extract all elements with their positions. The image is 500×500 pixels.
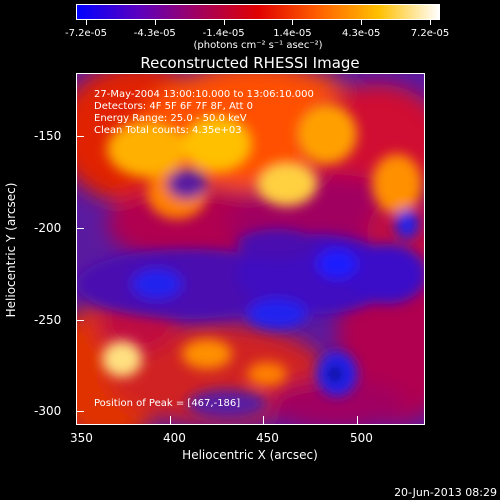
y-tick	[76, 136, 84, 137]
x-tick	[76, 416, 77, 424]
colorbar-tick-label: -1.4e-05	[202, 28, 245, 39]
colorbar-tick	[292, 20, 294, 25]
y-tick-label: -250	[34, 313, 62, 327]
info-energy-range: Energy Range: 25.0 - 50.0 keV	[94, 113, 247, 124]
colorbar-tick	[154, 20, 156, 25]
x-tick	[170, 416, 171, 424]
y-axis-label: Heliocentric Y (arcsec)	[4, 182, 18, 318]
x-tick-label: 500	[350, 431, 373, 445]
x-tick-label: 400	[163, 431, 186, 445]
colorbar-tick-label: 1.4e-05	[273, 28, 312, 39]
colorbar-units: (photons cm⁻² s⁻¹ asec⁻²)	[193, 40, 323, 51]
y-tick-label: -300	[34, 404, 62, 418]
x-tick-label: 350	[70, 431, 93, 445]
colorbar-tick-label: 4.3e-05	[341, 28, 381, 39]
timestamp: 20-Jun-2013 08:29	[394, 486, 497, 499]
colorbar	[76, 4, 440, 20]
x-tick	[357, 416, 358, 424]
y-tick-label: -150	[34, 129, 62, 143]
info-peak-position: Position of Peak = [467,-186]	[94, 398, 241, 409]
info-time-range: 27-May-2004 13:00:10.000 to 13:06:10.000	[94, 89, 314, 100]
image-plot: 27-May-2004 13:00:10.000 to 13:06:10.000…	[76, 73, 425, 425]
y-tick-label: -200	[34, 221, 62, 235]
plot-title: Reconstructed RHESSI Image	[140, 54, 360, 72]
colorbar-tick	[223, 20, 225, 25]
x-tick-label: 450	[256, 431, 279, 445]
colorbar-tick-label: -4.3e-05	[133, 28, 176, 39]
colorbar-tick-label: 7.2e-05	[410, 28, 450, 39]
rhessi-map-image	[77, 74, 424, 424]
colorbar-tick	[430, 20, 431, 25]
y-tick	[76, 228, 84, 229]
info-counts: Clean Total counts: 4.35e+03	[94, 125, 242, 136]
x-tick	[263, 416, 264, 424]
colorbar-tick-label: -7.2e-05	[65, 28, 107, 39]
colorbar-tick	[361, 20, 363, 25]
y-tick	[76, 320, 84, 321]
x-axis-label: Heliocentric X (arcsec)	[182, 448, 318, 462]
colorbar-tick	[86, 20, 87, 25]
info-detectors: Detectors: 4F 5F 6F 7F 8F, Att 0	[94, 101, 254, 112]
y-tick	[76, 411, 84, 412]
